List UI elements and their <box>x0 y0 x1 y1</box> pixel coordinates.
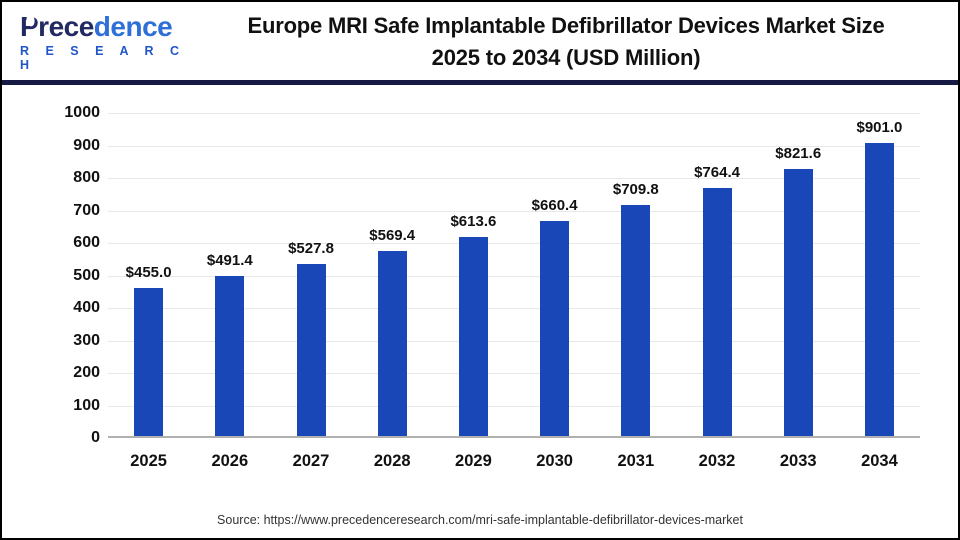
x-tick-label: 2030 <box>536 452 573 470</box>
bar-value-label: $901.0 <box>856 119 903 137</box>
bar <box>621 205 651 436</box>
gridline <box>108 405 920 407</box>
gridline <box>108 178 920 179</box>
gridline <box>108 308 920 309</box>
header: Precedence R E S E A R C H Europe MRI Sa… <box>2 2 958 82</box>
bar-slot: $901.0 <box>839 119 920 436</box>
gridline <box>108 145 920 147</box>
bar-slot: $569.4 <box>352 227 433 436</box>
x-axis-labels: 2025 2026 2027 2028 2029 2030 2031 2032 2033 2034 <box>108 452 920 471</box>
x-tick-label: 2029 <box>455 452 492 470</box>
bar-value-label: $491.4 <box>206 252 253 270</box>
y-tick-label: 500 <box>73 266 100 284</box>
x-tick-label: 2028 <box>373 452 411 470</box>
bar-value-label: $613.6 <box>450 212 497 230</box>
y-tick-label: 600 <box>73 234 100 251</box>
header-divider <box>2 80 958 85</box>
x-tick-label: 2025 <box>130 452 167 470</box>
bar <box>702 187 732 436</box>
precedence-research-logo: Precedence R E S E A R C H <box>20 12 190 73</box>
bar-value-label: $764.4 <box>694 163 740 181</box>
y-tick-label: 900 <box>73 136 100 154</box>
gridline <box>108 243 920 244</box>
bar <box>540 221 570 436</box>
logo-subtitle: R E S E A R C H <box>20 44 186 72</box>
bar <box>134 288 164 436</box>
bar <box>215 276 245 436</box>
y-tick-label: 300 <box>73 331 100 349</box>
y-tick-label: 100 <box>73 396 100 414</box>
gridline <box>108 210 920 212</box>
logo-wordmark-light: dence <box>93 11 173 42</box>
bar-slot: $527.8 <box>270 240 351 436</box>
y-tick-label: 200 <box>73 364 100 381</box>
bar-slot: $821.6 <box>758 145 839 436</box>
source-text: Source: https://www.precedenceresearch.c… <box>217 513 743 527</box>
chart-title-line1: Europe MRI Safe Implantable Defibrillato… <box>247 13 885 38</box>
y-tick-label: 0 <box>91 429 100 446</box>
chart-title-line2: 2025 to 2034 (USD Million) <box>431 45 701 70</box>
bar-slot: $613.6 <box>433 213 514 436</box>
x-tick-label: 2027 <box>292 452 330 470</box>
bar-series: $455.0 $491.4 $527.8 $569.4 $613.6 $660.4 $709… <box>108 113 920 436</box>
x-tick-label: 2032 <box>698 452 736 470</box>
gridline <box>108 113 920 114</box>
bar <box>864 143 894 436</box>
gridline <box>108 373 920 374</box>
bar-value-label: $709.8 <box>612 181 659 199</box>
chart-title: Europe MRI Safe Implantable Defibrillato… <box>190 10 958 74</box>
bar-value-label: $569.4 <box>369 226 416 244</box>
y-tick-label: 800 <box>73 169 100 186</box>
x-tick-label: 2033 <box>779 452 817 470</box>
y-tick-label: 400 <box>73 299 100 316</box>
gridline <box>108 275 920 277</box>
x-tick-label: 2034 <box>861 452 898 470</box>
y-axis-labels: 0 100 200 300 400 500 600 700 800 900 1000 <box>38 104 100 446</box>
bar-value-label: $455.0 <box>125 264 172 282</box>
bar-slot: $455.0 <box>108 264 189 436</box>
bar-slot: $709.8 <box>595 181 676 436</box>
bar <box>296 264 326 436</box>
y-tick-label: 700 <box>73 201 100 219</box>
x-tick-label: 2031 <box>617 452 655 470</box>
x-tick-label: 2026 <box>211 452 249 470</box>
bar-slot: $660.4 <box>514 197 595 436</box>
bar-slot: $764.4 <box>676 164 757 436</box>
plot-area: $455.0 $491.4 $527.8 $569.4 $613.6 $660.4 $709… <box>108 113 920 438</box>
logo-wordmark: Precedence <box>20 12 190 42</box>
bar-value-label: $660.4 <box>531 197 578 215</box>
bar-slot: $491.4 <box>189 252 270 436</box>
bar <box>458 236 488 436</box>
bar <box>377 250 407 436</box>
bar-value-label: $821.6 <box>775 144 822 162</box>
bar <box>783 168 813 436</box>
gridline <box>108 340 920 342</box>
bar-value-label: $527.8 <box>288 240 334 258</box>
y-tick-label: 1000 <box>64 104 100 121</box>
